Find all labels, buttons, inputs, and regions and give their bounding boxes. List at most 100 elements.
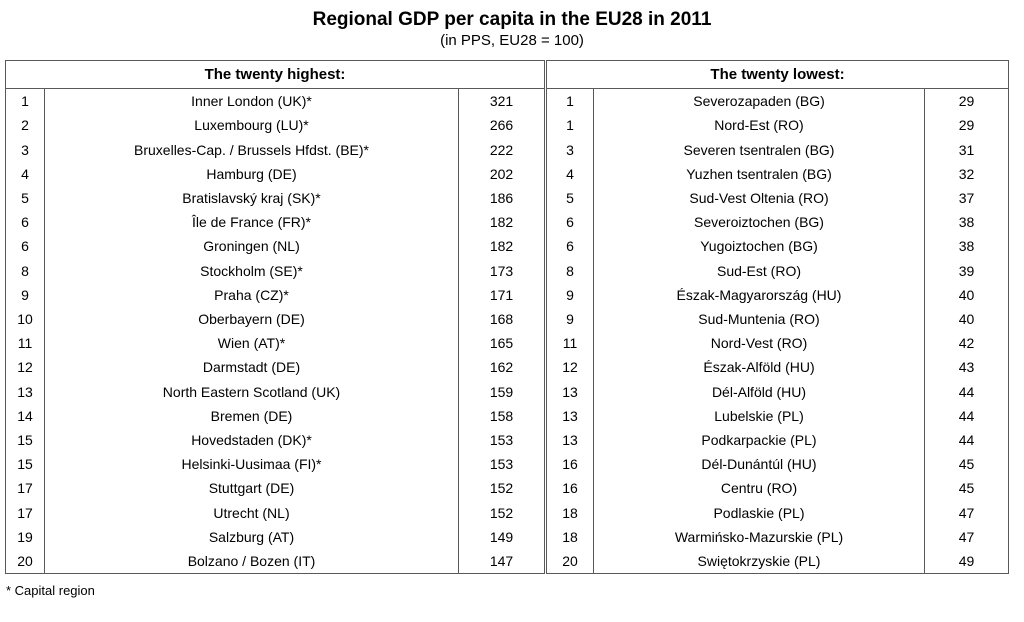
region-cell: Salzburg (AT): [208, 528, 295, 545]
chart-subtitle: (in PPS, EU28 = 100): [440, 32, 584, 49]
table-row: 1 Inner London (UK)* 321: [6, 89, 544, 114]
rank-cell: 5: [6, 185, 45, 211]
table-row: 15 Helsinki-Uusimaa (FI)* 153: [6, 452, 544, 477]
table-row: 13 North Eastern Scotland (UK) 159: [6, 379, 544, 404]
region-cell: Wien (AT)*: [217, 335, 286, 352]
rank-cell: 11: [547, 331, 594, 356]
region-cell: Nord-Est (RO): [714, 117, 804, 134]
region-cell: North Eastern Scotland (UK): [162, 383, 341, 400]
region-cell: Yugoiztochen (BG): [700, 238, 818, 255]
value-cell: 49: [924, 548, 1008, 574]
value-cell: 266: [458, 113, 544, 138]
region-cell: Hovedstaden (DK)*: [191, 431, 312, 448]
value-cell: 182: [458, 234, 544, 259]
table-row: 17 Stuttgart (DE) 152: [6, 476, 544, 501]
region-cell: Swiętokrzyskie (PL): [697, 552, 821, 569]
rank-cell: 6: [547, 210, 594, 235]
table-row: 6 Severoiztochen (BG) 38: [547, 210, 1008, 235]
table-row: 9 Sud-Muntenia (RO) 40: [547, 306, 1008, 332]
value-cell: 147: [458, 548, 544, 574]
region-cell: Bolzano / Bozen (IT): [187, 552, 316, 569]
region-cell: Yuzhen tsentralen (BG): [686, 165, 832, 182]
value-cell: 38: [924, 210, 1008, 235]
value-cell: 153: [458, 427, 544, 453]
value-cell: 45: [924, 452, 1008, 477]
table-row: 9 Praha (CZ)* 171: [6, 282, 544, 307]
table-row: 3 Severen tsentralen (BG) 31: [547, 137, 1008, 162]
value-cell: 149: [458, 524, 544, 549]
region-cell: Podkarpackie (PL): [701, 431, 817, 448]
value-cell: 168: [458, 306, 544, 332]
region-cell: Hamburg (DE): [206, 165, 297, 182]
table-twenty-lowest: The twenty lowest: 1 Severozapaden (BG) 29…: [546, 60, 1009, 574]
rank-cell: 3: [6, 137, 45, 162]
rank-cell: 13: [547, 427, 594, 453]
rank-cell: 11: [6, 331, 45, 356]
value-cell: 42: [924, 331, 1008, 356]
region-cell: Île de France (FR)*: [191, 214, 312, 231]
value-cell: 44: [924, 403, 1008, 428]
value-cell: 171: [458, 282, 544, 307]
table-row: 3 Bruxelles-Cap. / Brussels Hfdst. (BE)* 2…: [6, 137, 544, 162]
region-cell: Bruxelles-Cap. / Brussels Hfdst. (BE)*: [134, 141, 369, 158]
rank-cell: 14: [6, 403, 45, 428]
region-cell: Észak-Magyarország (HU): [676, 286, 842, 303]
rank-cell: 6: [6, 234, 45, 259]
rank-cell: 1: [6, 89, 45, 114]
table-row: 10 Oberbayern (DE) 168: [6, 306, 544, 332]
value-cell: 222: [458, 137, 544, 162]
chart-title: Regional GDP per capita in the EU28 in 2…: [312, 9, 712, 30]
table-row: 20 Bolzano / Bozen (IT) 147: [6, 548, 544, 574]
table-row: 6 Yugoiztochen (BG) 38: [547, 234, 1008, 259]
rank-cell: 15: [6, 427, 45, 453]
region-cell: Severen tsentralen (BG): [683, 141, 835, 158]
rank-cell: 2: [6, 113, 45, 138]
table-row: 13 Dél-Alföld (HU) 44: [547, 379, 1008, 404]
region-cell: Praha (CZ)*: [214, 286, 289, 303]
value-cell: 38: [924, 234, 1008, 259]
rank-cell: 16: [547, 452, 594, 477]
table-row: 8 Sud-Est (RO) 39: [547, 258, 1008, 283]
rank-cell: 1: [547, 113, 594, 138]
rank-cell: 18: [547, 524, 594, 549]
region-cell: Nord-Vest (RO): [710, 335, 808, 352]
table-row: 8 Stockholm (SE)* 173: [6, 258, 544, 283]
table-row: 14 Bremen (DE) 158: [6, 403, 544, 428]
table-row: 9 Észak-Magyarország (HU) 40: [547, 282, 1008, 307]
region-cell: Lubelskie (PL): [714, 407, 804, 424]
rank-cell: 16: [547, 476, 594, 501]
rank-cell: 13: [547, 403, 594, 428]
region-cell: Stuttgart (DE): [208, 480, 295, 497]
value-cell: 159: [458, 379, 544, 404]
rank-cell: 18: [547, 500, 594, 525]
table-row: 4 Yuzhen tsentralen (BG) 32: [547, 161, 1008, 186]
table-row: 17 Utrecht (NL) 152: [6, 500, 544, 525]
table-row: 19 Salzburg (AT) 149: [6, 524, 544, 549]
value-cell: 165: [458, 331, 544, 356]
table-row: 11 Nord-Vest (RO) 42: [547, 331, 1008, 356]
table-row: 12 Darmstadt (DE) 162: [6, 355, 544, 380]
region-cell: Sud-Vest Oltenia (RO): [689, 189, 829, 206]
value-cell: 31: [924, 137, 1008, 162]
tables-container: The twenty highest: 1 Inner London (UK)* 3…: [5, 60, 1019, 574]
region-cell: Helsinki-Uusimaa (FI)*: [181, 456, 322, 473]
rank-cell: 9: [547, 306, 594, 332]
rank-cell: 4: [6, 161, 45, 186]
value-cell: 37: [924, 185, 1008, 211]
value-cell: 47: [924, 500, 1008, 525]
table-row: 11 Wien (AT)* 165: [6, 331, 544, 356]
table-row: 4 Hamburg (DE) 202: [6, 161, 544, 186]
rank-cell: 6: [547, 234, 594, 259]
table-row: 6 Île de France (FR)* 182: [6, 210, 544, 235]
region-cell: Warmińsko-Mazurskie (PL): [674, 528, 844, 545]
table-highest-body: 1 Inner London (UK)* 321 2 Luxembourg (LU)* 2…: [6, 89, 544, 574]
rank-cell: 17: [6, 476, 45, 501]
value-cell: 44: [924, 427, 1008, 453]
value-cell: 153: [458, 452, 544, 477]
table-row: 18 Warmińsko-Mazurskie (PL) 47: [547, 524, 1008, 549]
rank-cell: 8: [6, 258, 45, 283]
region-cell: Észak-Alföld (HU): [703, 359, 815, 376]
table-row: 18 Podlaskie (PL) 47: [547, 500, 1008, 525]
region-cell: Severozapaden (BG): [693, 93, 825, 110]
region-cell: Podlaskie (PL): [713, 504, 805, 521]
